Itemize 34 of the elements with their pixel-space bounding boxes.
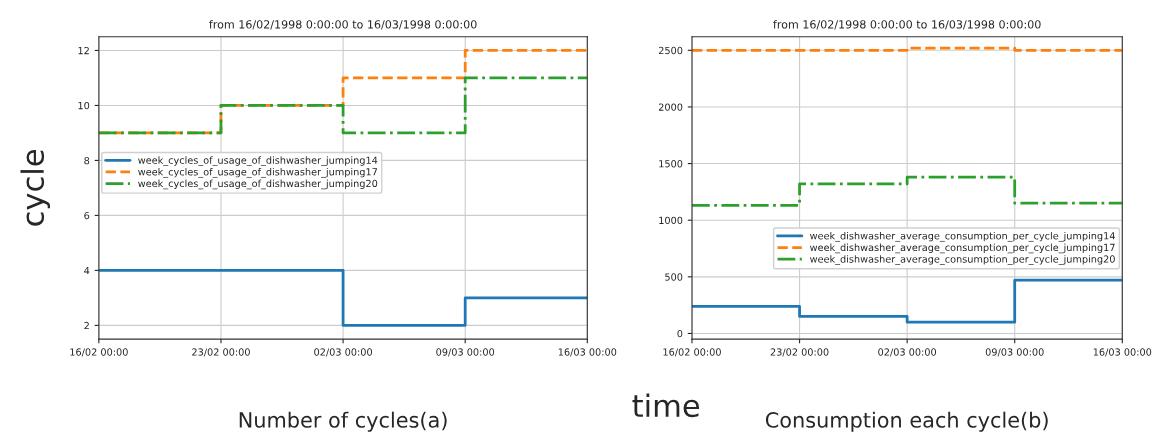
y-axis-title: cycle bbox=[20, 150, 51, 226]
y-tick-label: 10 bbox=[78, 101, 90, 110]
y-tick-label: 0 bbox=[677, 329, 683, 338]
y-tick-label: 6 bbox=[84, 211, 90, 220]
chart-title: from 16/02/1998 0:00:00 to 16/03/1998 0:00:00 bbox=[209, 19, 477, 30]
y-tick-label: 2500 bbox=[658, 46, 683, 55]
text: Number of cycles(a) bbox=[239, 411, 447, 432]
x-tick-label: 16/03 00:00 bbox=[1093, 348, 1152, 357]
legend-label: week_cycles_of_usage_of_dishwasher_jumping14 bbox=[138, 156, 378, 167]
legend-label: week_cycles_of_usage_of_dishwasher_jumping17 bbox=[138, 167, 378, 178]
legend-label: week_dishwasher_average_consumption_per_cycle_jumping17 bbox=[810, 243, 1115, 254]
legend-label: week_cycles_of_usage_of_dishwasher_jumping20 bbox=[138, 179, 378, 190]
x-tick-label: 16/03 00:00 bbox=[558, 348, 617, 357]
x-axis-title: time bbox=[632, 393, 700, 418]
x-tick-label: 02/03 00:00 bbox=[878, 348, 937, 357]
x-tick-label: 16/02 00:00 bbox=[663, 348, 721, 357]
y-tick-label: 2000 bbox=[658, 103, 683, 111]
chart-title: from 16/02/1998 0:00:00 to 16/03/1998 0:00:00 bbox=[773, 19, 1041, 30]
y-tick-label: 8 bbox=[84, 156, 90, 165]
legend-label: week_dishwasher_average_consumption_per_cycle_jumping20 bbox=[810, 255, 1115, 265]
x-tick-label: 23/02 00:00 bbox=[770, 348, 829, 357]
y-tick-label: 1500 bbox=[659, 160, 683, 168]
x-tick-label: 16/02 00:00 bbox=[70, 348, 128, 357]
y-tick-label: 500 bbox=[665, 273, 683, 281]
x-tick-label: 02/03 00:00 bbox=[314, 348, 372, 357]
text: Consumption each cycle(b) bbox=[765, 411, 1048, 432]
x-tick-label: 23/02 00:00 bbox=[192, 348, 250, 357]
x-tick-label: 09/03 00:00 bbox=[985, 348, 1044, 357]
y-tick-label: 1000 bbox=[659, 216, 683, 225]
y-tick-label: 12 bbox=[78, 46, 89, 55]
x-tick-label: 09/03 00:00 bbox=[436, 348, 495, 357]
y-tick-label: 4 bbox=[84, 267, 90, 275]
y-tick-label: 2 bbox=[84, 321, 89, 330]
legend-label: week_dishwasher_average_consumption_per_cycle_jumping14 bbox=[810, 231, 1115, 242]
